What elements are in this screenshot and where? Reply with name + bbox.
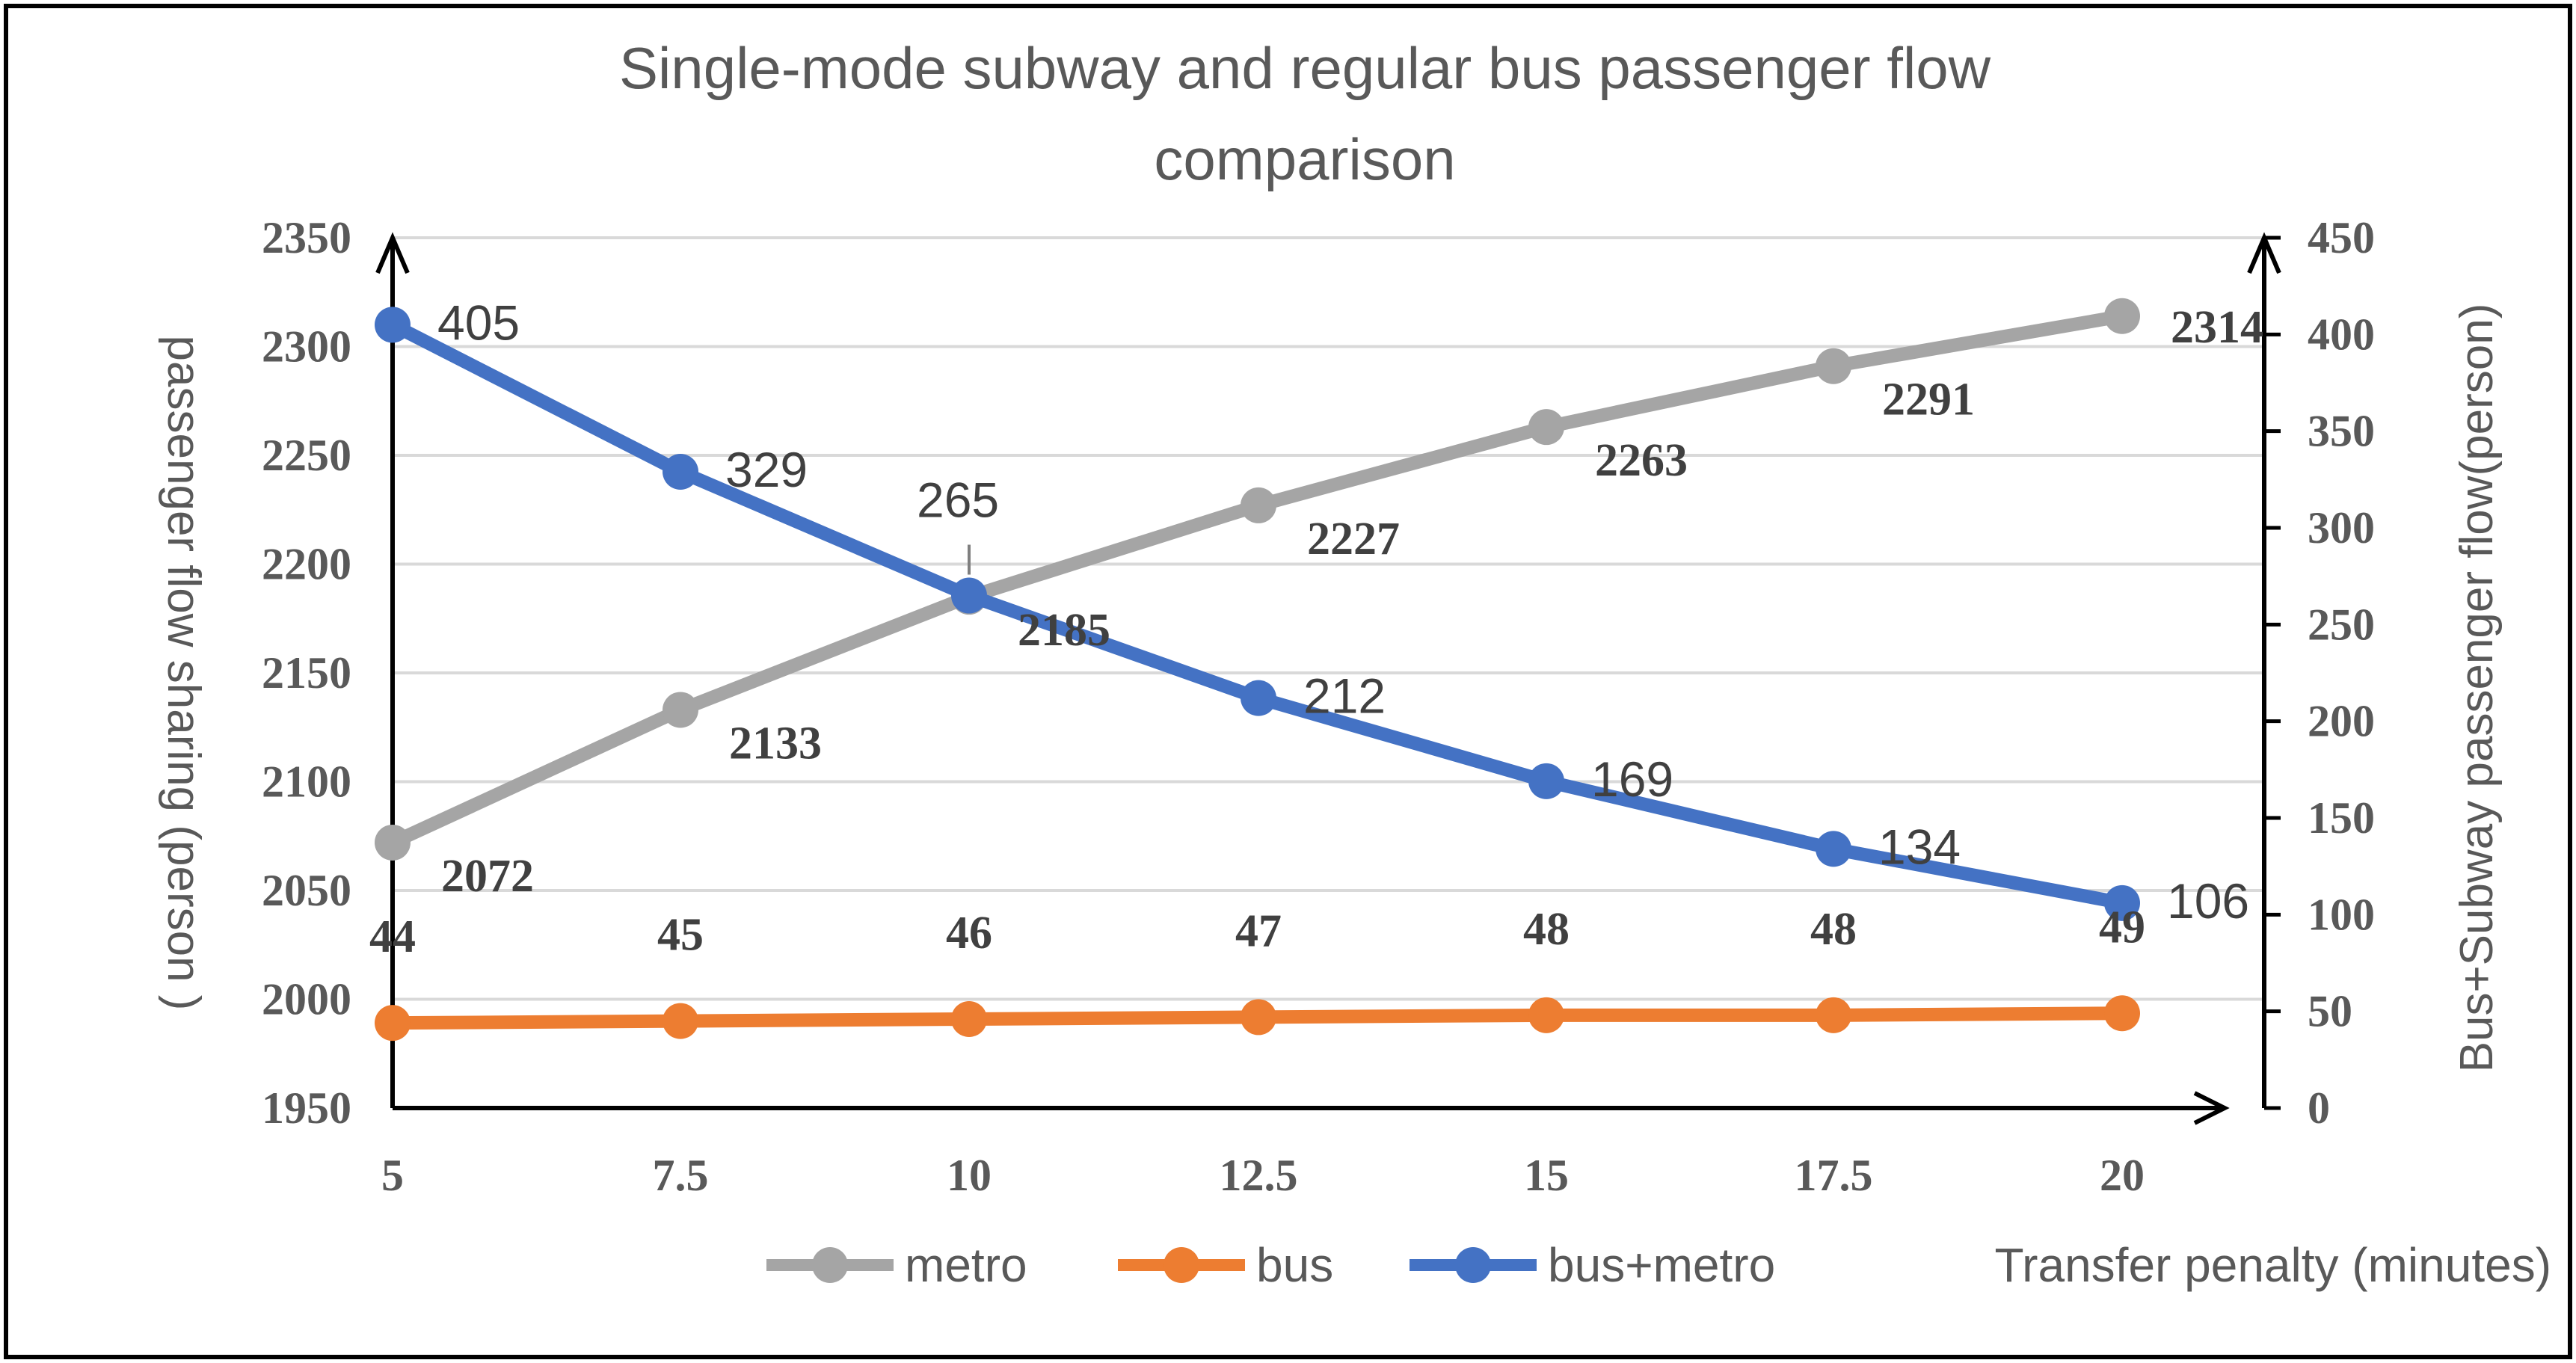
data-point-metro bbox=[663, 692, 698, 728]
y-left-tick-label: 2350 bbox=[262, 213, 351, 262]
x-tick-label: 5 bbox=[381, 1151, 404, 1200]
data-label-bus-metro: 329 bbox=[725, 442, 808, 497]
data-point-metro bbox=[1528, 409, 1564, 446]
y-right-tick-label: 100 bbox=[2308, 890, 2375, 939]
data-label-bus: 48 bbox=[1523, 904, 1570, 955]
y-left-tick-label: 2000 bbox=[262, 975, 351, 1024]
x-tick-label: 10 bbox=[947, 1151, 992, 1200]
x-tick-label: 17.5 bbox=[1795, 1151, 1873, 1200]
data-point-metro bbox=[375, 824, 411, 861]
data-label-metro: 2263 bbox=[1595, 435, 1688, 486]
legend-marker-metro bbox=[812, 1247, 848, 1283]
data-point-bus-metro bbox=[375, 307, 411, 343]
data-point-bus bbox=[375, 1005, 411, 1042]
y-right-tick-label: 300 bbox=[2308, 503, 2375, 553]
y-left-tick-label: 2200 bbox=[262, 540, 351, 589]
data-point-bus-metro bbox=[663, 453, 698, 490]
data-point-bus bbox=[2104, 995, 2140, 1032]
left-axis-arrow bbox=[375, 232, 410, 274]
data-label-bus: 48 bbox=[1810, 904, 1857, 955]
data-label-bus: 44 bbox=[369, 911, 416, 962]
legend-label-bus: bus bbox=[1256, 1238, 1333, 1292]
y-right-tick-label: 250 bbox=[2308, 600, 2375, 649]
x-tick-label: 12.5 bbox=[1220, 1151, 1298, 1200]
y-left-tick-label: 2050 bbox=[262, 866, 351, 915]
data-label-bus-metro: 405 bbox=[437, 295, 520, 350]
data-label-bus-metro: 212 bbox=[1303, 668, 1386, 724]
data-point-bus-metro bbox=[1241, 680, 1276, 716]
chart-frame bbox=[4, 4, 2572, 1359]
x-axis-arrow bbox=[2193, 1091, 2230, 1125]
y-right-tick-label: 400 bbox=[2308, 310, 2375, 359]
y-right-axis-title: Bus+Subway passenger flow(person) bbox=[2451, 304, 2503, 1073]
y-left-tick-label: 2250 bbox=[262, 431, 351, 480]
y-right-tick-label: 350 bbox=[2308, 407, 2375, 456]
data-label-bus: 47 bbox=[1235, 905, 1282, 956]
data-label-bus-metro: 106 bbox=[2167, 873, 2249, 929]
y-right-tick-label: 200 bbox=[2308, 697, 2375, 746]
legend: metro bus bus+metro bbox=[766, 1238, 1775, 1292]
y-left-tick-label: 1950 bbox=[262, 1083, 351, 1133]
data-label-metro: 2291 bbox=[1882, 375, 1975, 425]
data-label-bus-metro: 134 bbox=[1878, 819, 1961, 874]
y-left-tick-label: 2300 bbox=[262, 322, 351, 372]
y-right-tick-label: 150 bbox=[2308, 793, 2375, 843]
series-line-metro bbox=[386, 309, 2129, 849]
legend-label-metro: metro bbox=[905, 1238, 1027, 1292]
data-point-bus bbox=[1528, 997, 1564, 1033]
data-point-bus-metro bbox=[1528, 763, 1564, 799]
y-left-tick-label: 2150 bbox=[262, 648, 351, 698]
data-label-metro: 2133 bbox=[729, 718, 822, 769]
data-point-bus-metro bbox=[1816, 831, 1851, 867]
y-left-axis-title: passenger flow sharing (person ) bbox=[158, 336, 209, 1011]
data-label-bus: 45 bbox=[657, 910, 704, 961]
data-point-metro bbox=[1241, 487, 1276, 523]
data-label-metro: 2314 bbox=[2171, 302, 2263, 353]
y-left-tick-label: 2100 bbox=[262, 757, 351, 807]
y-right-tick-label: 50 bbox=[2308, 987, 2352, 1036]
x-axis-title: Transfer penalty (minutes) bbox=[1994, 1238, 2551, 1292]
data-label-metro: 2227 bbox=[1307, 514, 1400, 564]
x-tick-label: 15 bbox=[1524, 1151, 1569, 1200]
data-label-bus: 49 bbox=[2099, 902, 2145, 953]
data-point-bus bbox=[663, 1003, 698, 1039]
series-line-bus-metro bbox=[386, 318, 2129, 910]
data-point-bus bbox=[1816, 997, 1851, 1033]
legend-marker-bus bbox=[1163, 1247, 1199, 1283]
data-point-metro bbox=[1816, 348, 1851, 384]
data-label-metro: 2072 bbox=[441, 851, 534, 902]
data-label-bus-metro: 169 bbox=[1591, 751, 1673, 807]
data-point-metro bbox=[2104, 298, 2140, 334]
y-right-tick-label: 450 bbox=[2308, 213, 2375, 262]
x-tick-label: 7.5 bbox=[653, 1151, 709, 1200]
chart-title-line-2: comparison bbox=[1154, 126, 1455, 192]
chart-title-line-1: Single-mode subway and regular bus passe… bbox=[619, 35, 1991, 101]
data-label-bus-metro: 265 bbox=[917, 473, 999, 528]
legend-marker-bus-metro bbox=[1455, 1247, 1491, 1283]
data-point-bus bbox=[1241, 999, 1276, 1036]
legend-label-bus-metro: bus+metro bbox=[1548, 1238, 1775, 1292]
data-label-bus: 46 bbox=[946, 908, 992, 959]
data-point-bus bbox=[951, 1001, 987, 1038]
data-label-metro: 2185 bbox=[1018, 605, 1110, 656]
x-tick-label: 20 bbox=[2100, 1151, 2145, 1200]
data-point-bus-metro bbox=[2104, 884, 2140, 921]
y-right-tick-label: 0 bbox=[2308, 1083, 2330, 1133]
data-point-bus-metro bbox=[951, 577, 987, 614]
